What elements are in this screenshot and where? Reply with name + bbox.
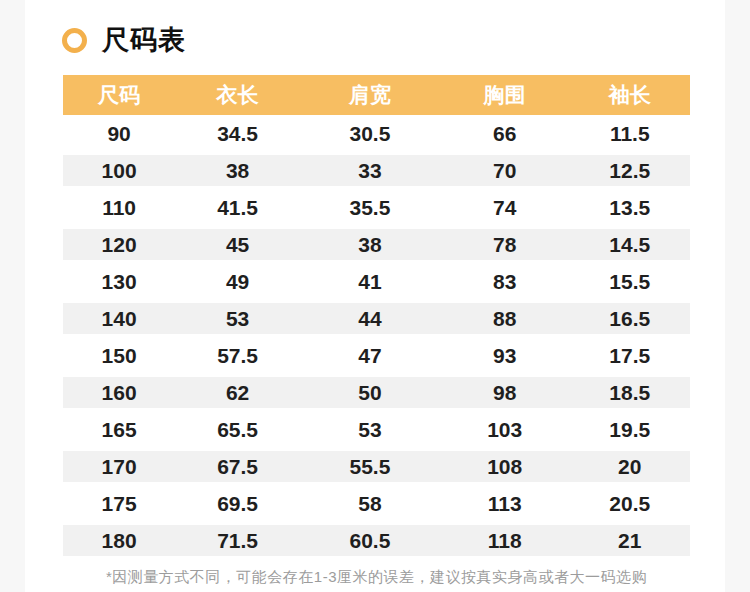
table-cell: 170 [63, 455, 175, 479]
table-cell: 88 [440, 307, 570, 331]
size-chart-card: 尺码表 尺码衣长肩宽胸围袖长 9034.530.56611.5100383370… [25, 0, 725, 592]
table-cell: 65.5 [175, 418, 300, 442]
table-cell: 103 [440, 418, 570, 442]
table-row: 17569.55811320.5 [63, 485, 690, 522]
table-cell: 58 [300, 492, 440, 516]
table-cell: 90 [63, 122, 175, 146]
table-cell: 18.5 [570, 381, 690, 405]
size-table: 尺码衣长肩宽胸围袖长 9034.530.56611.510038337012.5… [63, 75, 690, 559]
table-cell: 110 [63, 196, 175, 220]
table-cell: 21 [570, 529, 690, 553]
table-cell: 13.5 [570, 196, 690, 220]
table-cell: 33 [300, 159, 440, 183]
table-row: 9034.530.56611.5 [63, 115, 690, 152]
table-cell: 165 [63, 418, 175, 442]
table-cell: 62 [175, 381, 300, 405]
table-cell: 53 [175, 307, 300, 331]
table-cell: 15.5 [570, 270, 690, 294]
table-cell: 93 [440, 344, 570, 368]
size-table-body: 9034.530.56611.510038337012.511041.535.5… [63, 115, 690, 559]
table-cell: 60.5 [300, 529, 440, 553]
table-cell: 19.5 [570, 418, 690, 442]
column-header: 尺码 [63, 81, 175, 109]
table-cell: 35.5 [300, 196, 440, 220]
table-row: 15057.5479317.5 [63, 337, 690, 374]
table-cell: 17.5 [570, 344, 690, 368]
table-cell: 67.5 [175, 455, 300, 479]
table-cell: 16.5 [570, 307, 690, 331]
section-title: 尺码表 [102, 27, 186, 53]
column-header: 袖长 [570, 81, 690, 109]
table-cell: 140 [63, 307, 175, 331]
table-cell: 175 [63, 492, 175, 516]
column-header: 胸围 [440, 81, 570, 109]
table-cell: 150 [63, 344, 175, 368]
measurement-disclaimer: *因测量方式不同，可能会存在1-3厘米的误差，建议按真实身高或者大一码选购 [63, 568, 690, 587]
table-cell: 11.5 [570, 122, 690, 146]
table-cell: 120 [63, 233, 175, 257]
table-cell: 57.5 [175, 344, 300, 368]
table-cell: 55.5 [300, 455, 440, 479]
table-row: 17067.555.510820 [63, 448, 690, 485]
table-cell: 30.5 [300, 122, 440, 146]
table-cell: 12.5 [570, 159, 690, 183]
table-row: 12045387814.5 [63, 226, 690, 263]
table-cell: 47 [300, 344, 440, 368]
table-cell: 98 [440, 381, 570, 405]
table-cell: 41.5 [175, 196, 300, 220]
table-cell: 41 [300, 270, 440, 294]
table-row: 10038337012.5 [63, 152, 690, 189]
table-row: 11041.535.57413.5 [63, 189, 690, 226]
table-cell: 69.5 [175, 492, 300, 516]
table-row: 16565.55310319.5 [63, 411, 690, 448]
table-cell: 130 [63, 270, 175, 294]
table-cell: 53 [300, 418, 440, 442]
table-cell: 78 [440, 233, 570, 257]
table-cell: 38 [175, 159, 300, 183]
table-cell: 113 [440, 492, 570, 516]
table-cell: 100 [63, 159, 175, 183]
table-cell: 20.5 [570, 492, 690, 516]
table-row: 18071.560.511821 [63, 522, 690, 559]
size-table-header-row: 尺码衣长肩宽胸围袖长 [63, 75, 690, 115]
table-cell: 180 [63, 529, 175, 553]
table-cell: 74 [440, 196, 570, 220]
table-cell: 14.5 [570, 233, 690, 257]
table-row: 16062509818.5 [63, 374, 690, 411]
table-cell: 49 [175, 270, 300, 294]
table-cell: 108 [440, 455, 570, 479]
table-cell: 45 [175, 233, 300, 257]
table-cell: 160 [63, 381, 175, 405]
table-cell: 118 [440, 529, 570, 553]
table-cell: 70 [440, 159, 570, 183]
table-cell: 38 [300, 233, 440, 257]
table-cell: 50 [300, 381, 440, 405]
table-cell: 44 [300, 307, 440, 331]
section-title-row: 尺码表 [25, 0, 725, 53]
table-cell: 34.5 [175, 122, 300, 146]
table-cell: 20 [570, 455, 690, 479]
column-header: 衣长 [175, 81, 300, 109]
table-row: 14053448816.5 [63, 300, 690, 337]
column-header: 肩宽 [300, 81, 440, 109]
table-cell: 83 [440, 270, 570, 294]
circle-bullet-icon [62, 28, 87, 53]
table-cell: 66 [440, 122, 570, 146]
table-row: 13049418315.5 [63, 263, 690, 300]
table-cell: 71.5 [175, 529, 300, 553]
